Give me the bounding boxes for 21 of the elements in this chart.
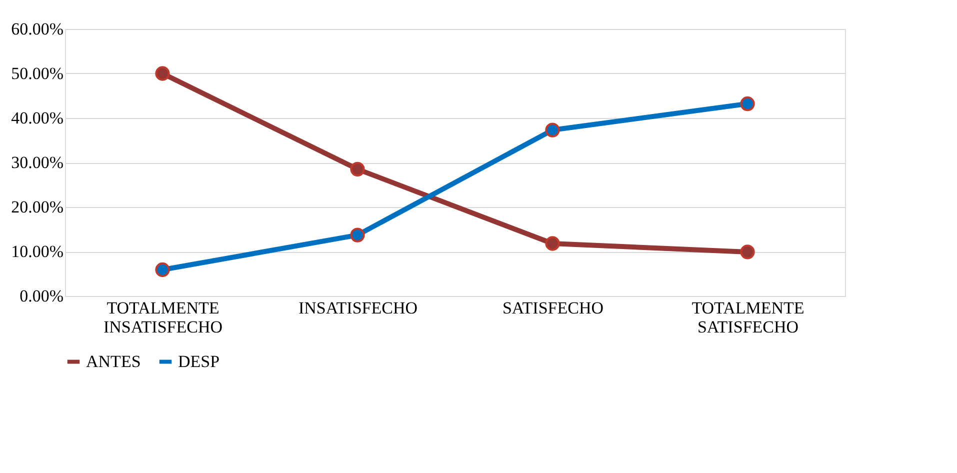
y-tick-label: 30.00% [11,153,64,172]
legend-label: DESP [178,352,220,371]
y-tick-label: 0.00% [20,286,64,306]
y-tick-label: 60.00% [11,20,64,38]
point [545,122,560,138]
x-tick-label: TOTALMENTE INSATISFECHO [103,298,223,336]
y-tick-label: 20.00% [11,198,64,216]
legend-label: ANTES [86,352,141,371]
y-tick-label: 10.00% [11,242,64,261]
point [350,228,365,242]
point [545,236,560,251]
y-tick-label: 40.00% [11,108,64,128]
x-tick-label: SATISFECHO [502,298,604,318]
x-tick-label: TOTALMENTE SATISFECHO [692,298,804,336]
point [740,244,755,260]
point [155,262,170,278]
point [740,96,755,112]
point [155,66,170,81]
y-tick-label: 50.00% [11,64,64,83]
x-tick-label: INSATISFECHO [298,298,418,318]
point [350,162,365,176]
